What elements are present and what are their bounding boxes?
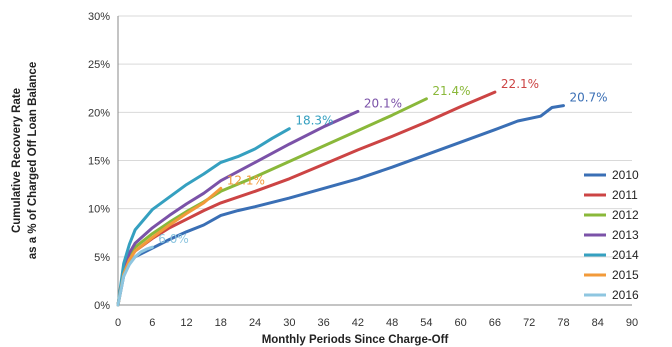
gridlines xyxy=(118,15,632,258)
x-tick-label: 30 xyxy=(283,317,295,329)
x-tick-label: 72 xyxy=(523,317,535,329)
x-tick-label: 36 xyxy=(317,317,329,329)
x-tick-label: 48 xyxy=(386,317,398,329)
series-line-2014 xyxy=(116,127,291,307)
x-tick-label: 18 xyxy=(215,317,227,329)
legend-label-2014: 2014 xyxy=(612,248,639,262)
series-line-2013 xyxy=(116,109,360,307)
x-tick-label: 78 xyxy=(557,317,569,329)
x-tick-label: 90 xyxy=(626,317,638,329)
legend-label-2015: 2015 xyxy=(612,268,639,282)
end-label-2011: 22.1% xyxy=(501,77,539,91)
end-label-2014: 18.3% xyxy=(295,114,333,128)
x-tick-label: 60 xyxy=(455,317,467,329)
y-tick-label: 25% xyxy=(88,59,110,71)
axes: 0% 5% 10% 15% 20% 25% 30% 0 6 12 18 24 30 36 42 48 54 60 6… xyxy=(88,11,638,329)
legend-label-2016: 2016 xyxy=(612,288,639,302)
legend: 2010 2011 2012 2013 2014 2015 2016 xyxy=(584,168,639,302)
series-line-2016 xyxy=(116,245,154,307)
legend-label-2010: 2010 xyxy=(612,168,639,182)
y-tick-label: 0% xyxy=(94,300,110,312)
x-tick-label: 0 xyxy=(115,317,121,329)
x-tick-label: 84 xyxy=(592,317,604,329)
x-tick-label: 12 xyxy=(180,317,192,329)
y-tick-label: 15% xyxy=(88,156,110,168)
end-label-2012: 21.4% xyxy=(432,84,470,98)
y-axis-title-line-2: as a % of Charged Off Loan Balance xyxy=(27,62,39,259)
x-tick-label: 66 xyxy=(489,317,501,329)
y-tick-label: 20% xyxy=(88,107,110,119)
end-label-2016: 6.0% xyxy=(158,232,189,246)
x-tick-label: 6 xyxy=(149,317,155,329)
y-tick-label: 10% xyxy=(88,204,110,216)
x-axis-title: Monthly Periods Since Charge-Off xyxy=(262,334,449,346)
legend-label-2011: 2011 xyxy=(612,188,638,202)
x-tick-label: 24 xyxy=(249,317,261,329)
end-label-2010: 20.7% xyxy=(569,91,607,105)
x-tick-label: 54 xyxy=(420,317,432,329)
y-axis-title-line-1: Cumulative Recovery Rate xyxy=(11,88,23,233)
end-label-2015: 12.1% xyxy=(227,173,265,187)
legend-label-2013: 2013 xyxy=(612,228,639,242)
series-lines xyxy=(116,90,565,307)
end-label-2013: 20.1% xyxy=(364,96,402,110)
series-line-2010 xyxy=(116,104,565,307)
end-labels: 20.7% 22.1% 21.4% 20.1% 18.3% 12.1% 6.0% xyxy=(158,77,607,246)
y-tick-label: 5% xyxy=(94,252,110,264)
x-tick-label: 42 xyxy=(352,317,364,329)
legend-label-2012: 2012 xyxy=(612,208,639,222)
y-tick-label: 30% xyxy=(88,11,110,23)
